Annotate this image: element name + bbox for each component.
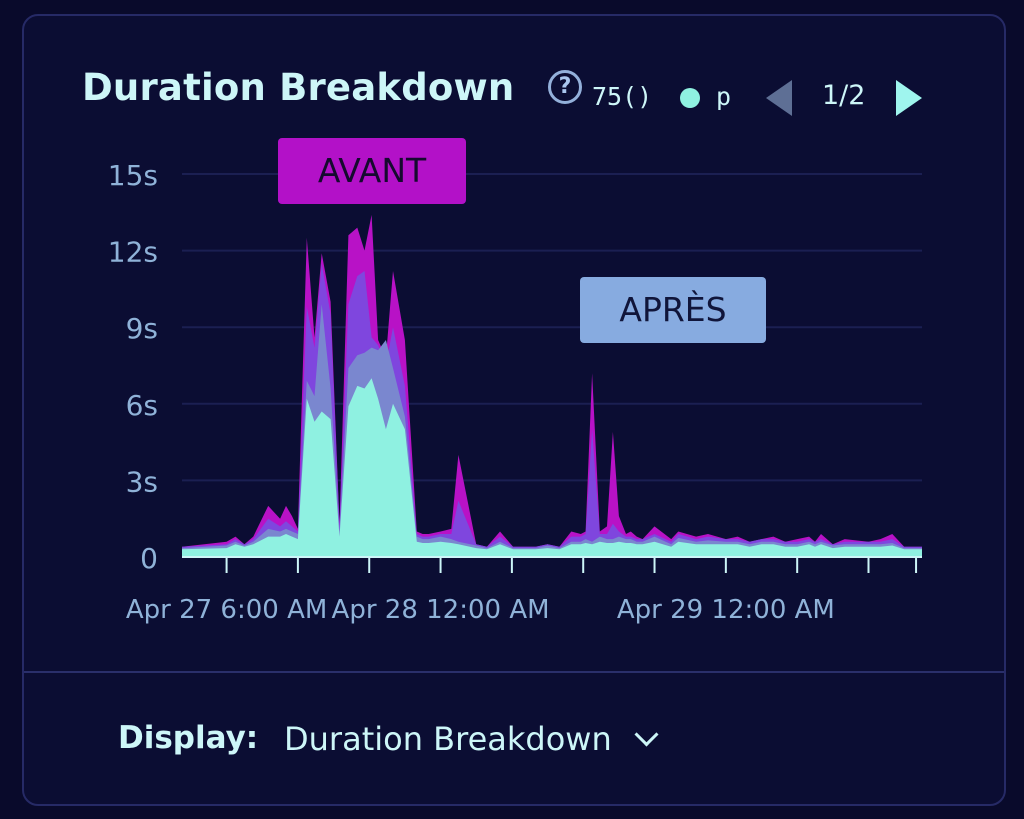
y-tick-label: 3s <box>126 465 158 498</box>
prev-page-button[interactable] <box>766 80 792 116</box>
panel-title: Duration Breakdown <box>82 66 515 109</box>
area-series-1 <box>182 214 922 557</box>
chart-panel <box>22 14 1006 806</box>
x-tick-label: Apr 27 6:00 AM <box>126 595 327 625</box>
x-tick-label: Apr 29 12:00 AM <box>617 595 835 625</box>
chevron-down-icon <box>634 721 659 747</box>
y-tick-label: 15s <box>108 159 158 192</box>
area-series-4 <box>182 378 922 557</box>
legend-text: 75() <box>592 82 653 111</box>
display-value: Duration Breakdown <box>284 720 612 758</box>
pager-indicator: 1/2 <box>822 80 866 111</box>
y-tick-label: 0 <box>140 542 158 575</box>
legend-series-label: p <box>716 82 732 111</box>
y-tick-label: 9s <box>126 312 158 345</box>
display-dropdown[interactable]: Duration Breakdown <box>284 716 659 762</box>
y-tick-label: 12s <box>108 236 158 269</box>
legend-dot-icon <box>680 88 700 108</box>
footer-divider <box>24 671 1004 673</box>
duration-area-chart: 0 3s 6s 9s 12s 15s Apr 27 6:00 AM Apr 28 12:00 … <box>108 159 922 625</box>
annotation-after: APRÈS <box>580 277 766 343</box>
annotation-before: AVANT <box>278 138 466 204</box>
x-tick-label: Apr 28 12:00 AM <box>332 595 550 625</box>
next-page-button[interactable] <box>896 80 922 116</box>
display-label: Display: <box>118 720 259 756</box>
y-tick-label: 6s <box>126 389 158 422</box>
question-circle-icon[interactable]: ? <box>548 70 582 104</box>
area-series-2 <box>182 263 922 557</box>
